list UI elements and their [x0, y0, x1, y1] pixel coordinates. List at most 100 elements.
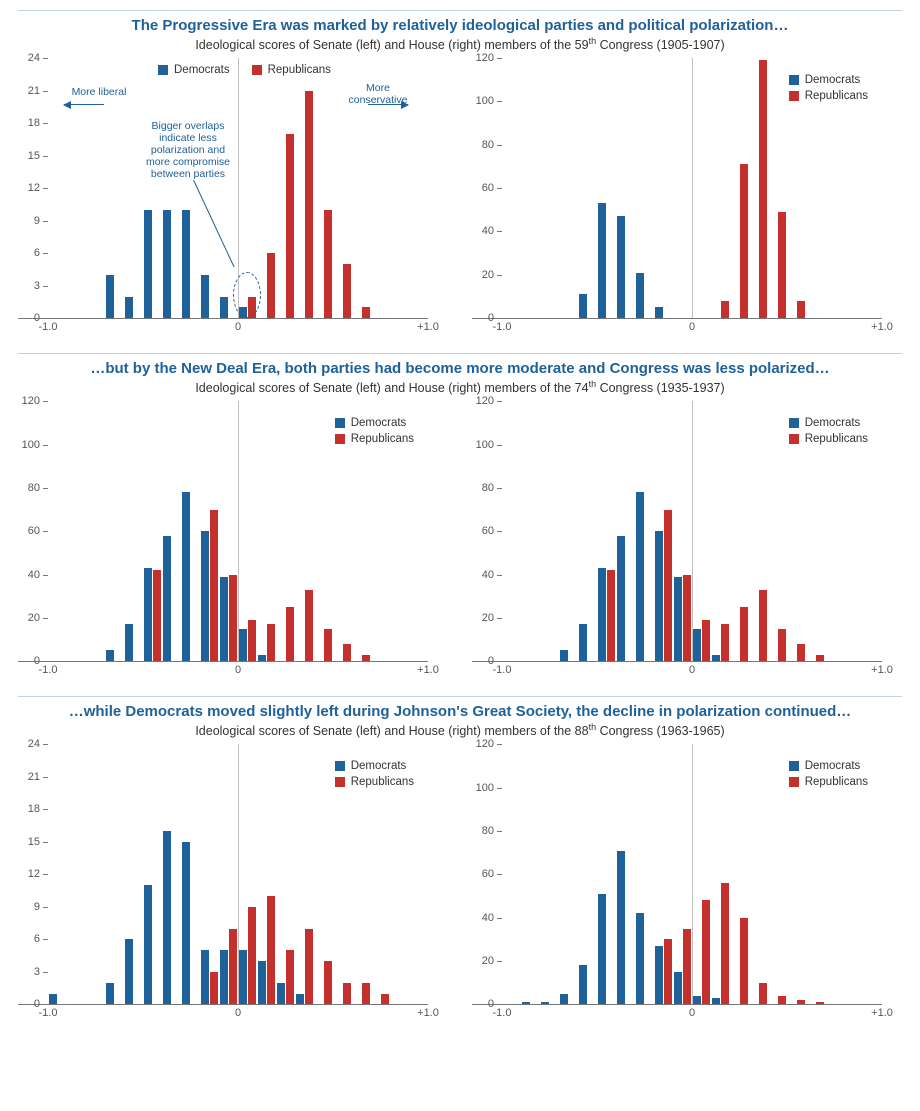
bar-dem: [636, 913, 644, 1004]
x-tick-label: -1.0: [39, 1007, 58, 1019]
bar-rep: [740, 607, 748, 661]
legend-label: Democrats: [351, 417, 407, 429]
bar-rep: [248, 907, 256, 1005]
bar-dem: [239, 950, 247, 1004]
y-tick-mark: [497, 445, 502, 446]
bar-rep: [210, 972, 218, 1005]
x-axis: -1.00+1.0: [18, 662, 428, 680]
y-tick-mark: [497, 58, 502, 59]
bar-rep: [210, 510, 218, 662]
x-axis: -1.00+1.0: [472, 662, 882, 680]
bar-dem: [579, 624, 587, 661]
bar-rep: [664, 939, 672, 1004]
bar-rep: [759, 590, 767, 662]
legend-swatch: [789, 418, 799, 428]
bar-rep: [286, 950, 294, 1004]
bar-dem: [125, 939, 133, 1004]
chart-row: 03691215182124DemocratsRepublicans-1.00+…: [18, 744, 902, 1023]
zero-line: [692, 744, 693, 1004]
bar-rep: [343, 983, 351, 1005]
x-tick-label: 0: [235, 1007, 241, 1019]
legend-item: Republicans: [335, 776, 414, 788]
bar-rep: [267, 624, 275, 661]
legend: DemocratsRepublicans: [335, 417, 414, 449]
bar-rep: [343, 644, 351, 661]
y-tick-mark: [497, 275, 502, 276]
y-tick-label: 3: [18, 966, 40, 978]
y-tick-mark: [497, 101, 502, 102]
y-tick-label: 3: [18, 280, 40, 292]
bar-rep: [343, 264, 351, 318]
bar-dem: [220, 577, 228, 662]
y-tick-label: 80: [472, 825, 494, 837]
x-tick-label: +1.0: [417, 664, 439, 676]
section-title: …but by the New Deal Era, both parties h…: [18, 360, 902, 377]
x-tick-label: 0: [235, 664, 241, 676]
x-axis: -1.00+1.0: [472, 1005, 882, 1023]
bar-rep: [721, 301, 729, 318]
legend-item: Democrats: [789, 417, 868, 429]
x-tick-label: +1.0: [417, 1007, 439, 1019]
bar-dem: [182, 492, 190, 661]
y-tick-label: 40: [472, 912, 494, 924]
bar-dem: [220, 950, 228, 1004]
bar-rep: [816, 1002, 824, 1004]
bar-dem: [617, 536, 625, 662]
y-tick-label: 12: [18, 868, 40, 880]
bar-rep: [305, 929, 313, 1005]
y-tick-mark: [43, 531, 48, 532]
y-tick-mark: [43, 575, 48, 576]
y-tick-mark: [497, 231, 502, 232]
chart-row: 03691215182124DemocratsRepublicansMore l…: [18, 58, 902, 337]
zero-line: [692, 401, 693, 661]
y-tick-mark: [43, 809, 48, 810]
x-tick-label: 0: [689, 321, 695, 333]
bar-rep: [248, 620, 256, 661]
y-tick-label: 20: [472, 269, 494, 281]
bar-dem: [239, 629, 247, 662]
bar-rep: [324, 961, 332, 1004]
legend-item: Republicans: [789, 433, 868, 445]
bar-dem: [617, 216, 625, 318]
bar-rep: [740, 164, 748, 318]
ordinal-sup: th: [589, 36, 597, 46]
section-subtitle: Ideological scores of Senate (left) and …: [18, 36, 902, 52]
y-tick-mark: [497, 575, 502, 576]
x-tick-label: -1.0: [493, 321, 512, 333]
y-tick-mark: [43, 488, 48, 489]
y-tick-mark: [43, 401, 48, 402]
legend: DemocratsRepublicans: [335, 760, 414, 792]
bar-rep: [702, 900, 710, 1004]
y-tick-mark: [43, 188, 48, 189]
y-tick-label: 6: [18, 933, 40, 945]
legend: DemocratsRepublicans: [789, 760, 868, 792]
legend-swatch: [789, 91, 799, 101]
y-tick-label: 60: [472, 525, 494, 537]
legend-item: Democrats: [335, 417, 414, 429]
bar-dem: [201, 531, 209, 661]
bar-dem: [598, 894, 606, 1005]
plot-area: 020406080100120DemocratsRepublicans: [472, 401, 882, 662]
y-tick-mark: [497, 145, 502, 146]
y-tick-mark: [43, 123, 48, 124]
legend-swatch: [789, 434, 799, 444]
bar-dem: [560, 650, 568, 661]
y-tick-mark: [43, 874, 48, 875]
legend-swatch: [335, 777, 345, 787]
y-tick-mark: [497, 788, 502, 789]
chart: 020406080100120DemocratsRepublicans-1.00…: [472, 58, 902, 337]
legend-label: Democrats: [805, 417, 861, 429]
bar-dem: [277, 983, 285, 1005]
x-axis: -1.00+1.0: [18, 1005, 428, 1023]
y-tick-label: 15: [18, 150, 40, 162]
legend-label: Democrats: [174, 64, 230, 76]
legend-swatch: [335, 434, 345, 444]
section-subtitle: Ideological scores of Senate (left) and …: [18, 379, 902, 395]
x-tick-label: +1.0: [871, 1007, 893, 1019]
bar-dem: [674, 577, 682, 662]
bar-rep: [286, 607, 294, 661]
bar-dem: [541, 1002, 549, 1004]
bar-rep: [324, 629, 332, 662]
legend-label: Democrats: [805, 760, 861, 772]
bar-rep: [797, 301, 805, 318]
